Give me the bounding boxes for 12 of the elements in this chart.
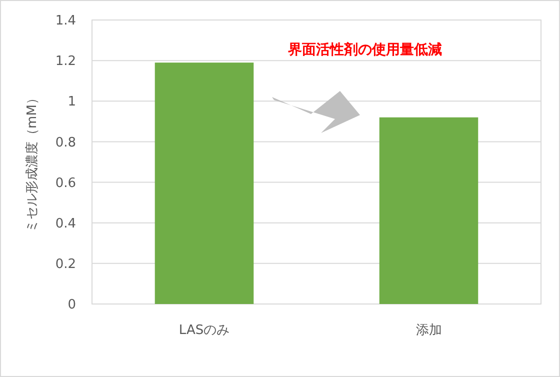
annotation: 界面活性剤の使用量低減 (287, 41, 442, 58)
y-tick-label: 1.4 (55, 14, 76, 29)
x-tick-label: LASのみ (178, 323, 230, 338)
y-tick-label: 1.2 (55, 54, 76, 70)
y-tick-label: 1 (68, 94, 76, 110)
x-tick-label: 添加 (416, 323, 442, 338)
y-tick-label: 0.4 (55, 216, 76, 232)
y-tick-label: 0.2 (55, 256, 76, 272)
y-tick-label: 0 (68, 298, 76, 313)
y-axis-title: ミセル形成濃度（mM） (24, 92, 40, 232)
y-tick-label: 0.6 (55, 176, 76, 191)
y-tick-label: 0.8 (55, 135, 76, 150)
